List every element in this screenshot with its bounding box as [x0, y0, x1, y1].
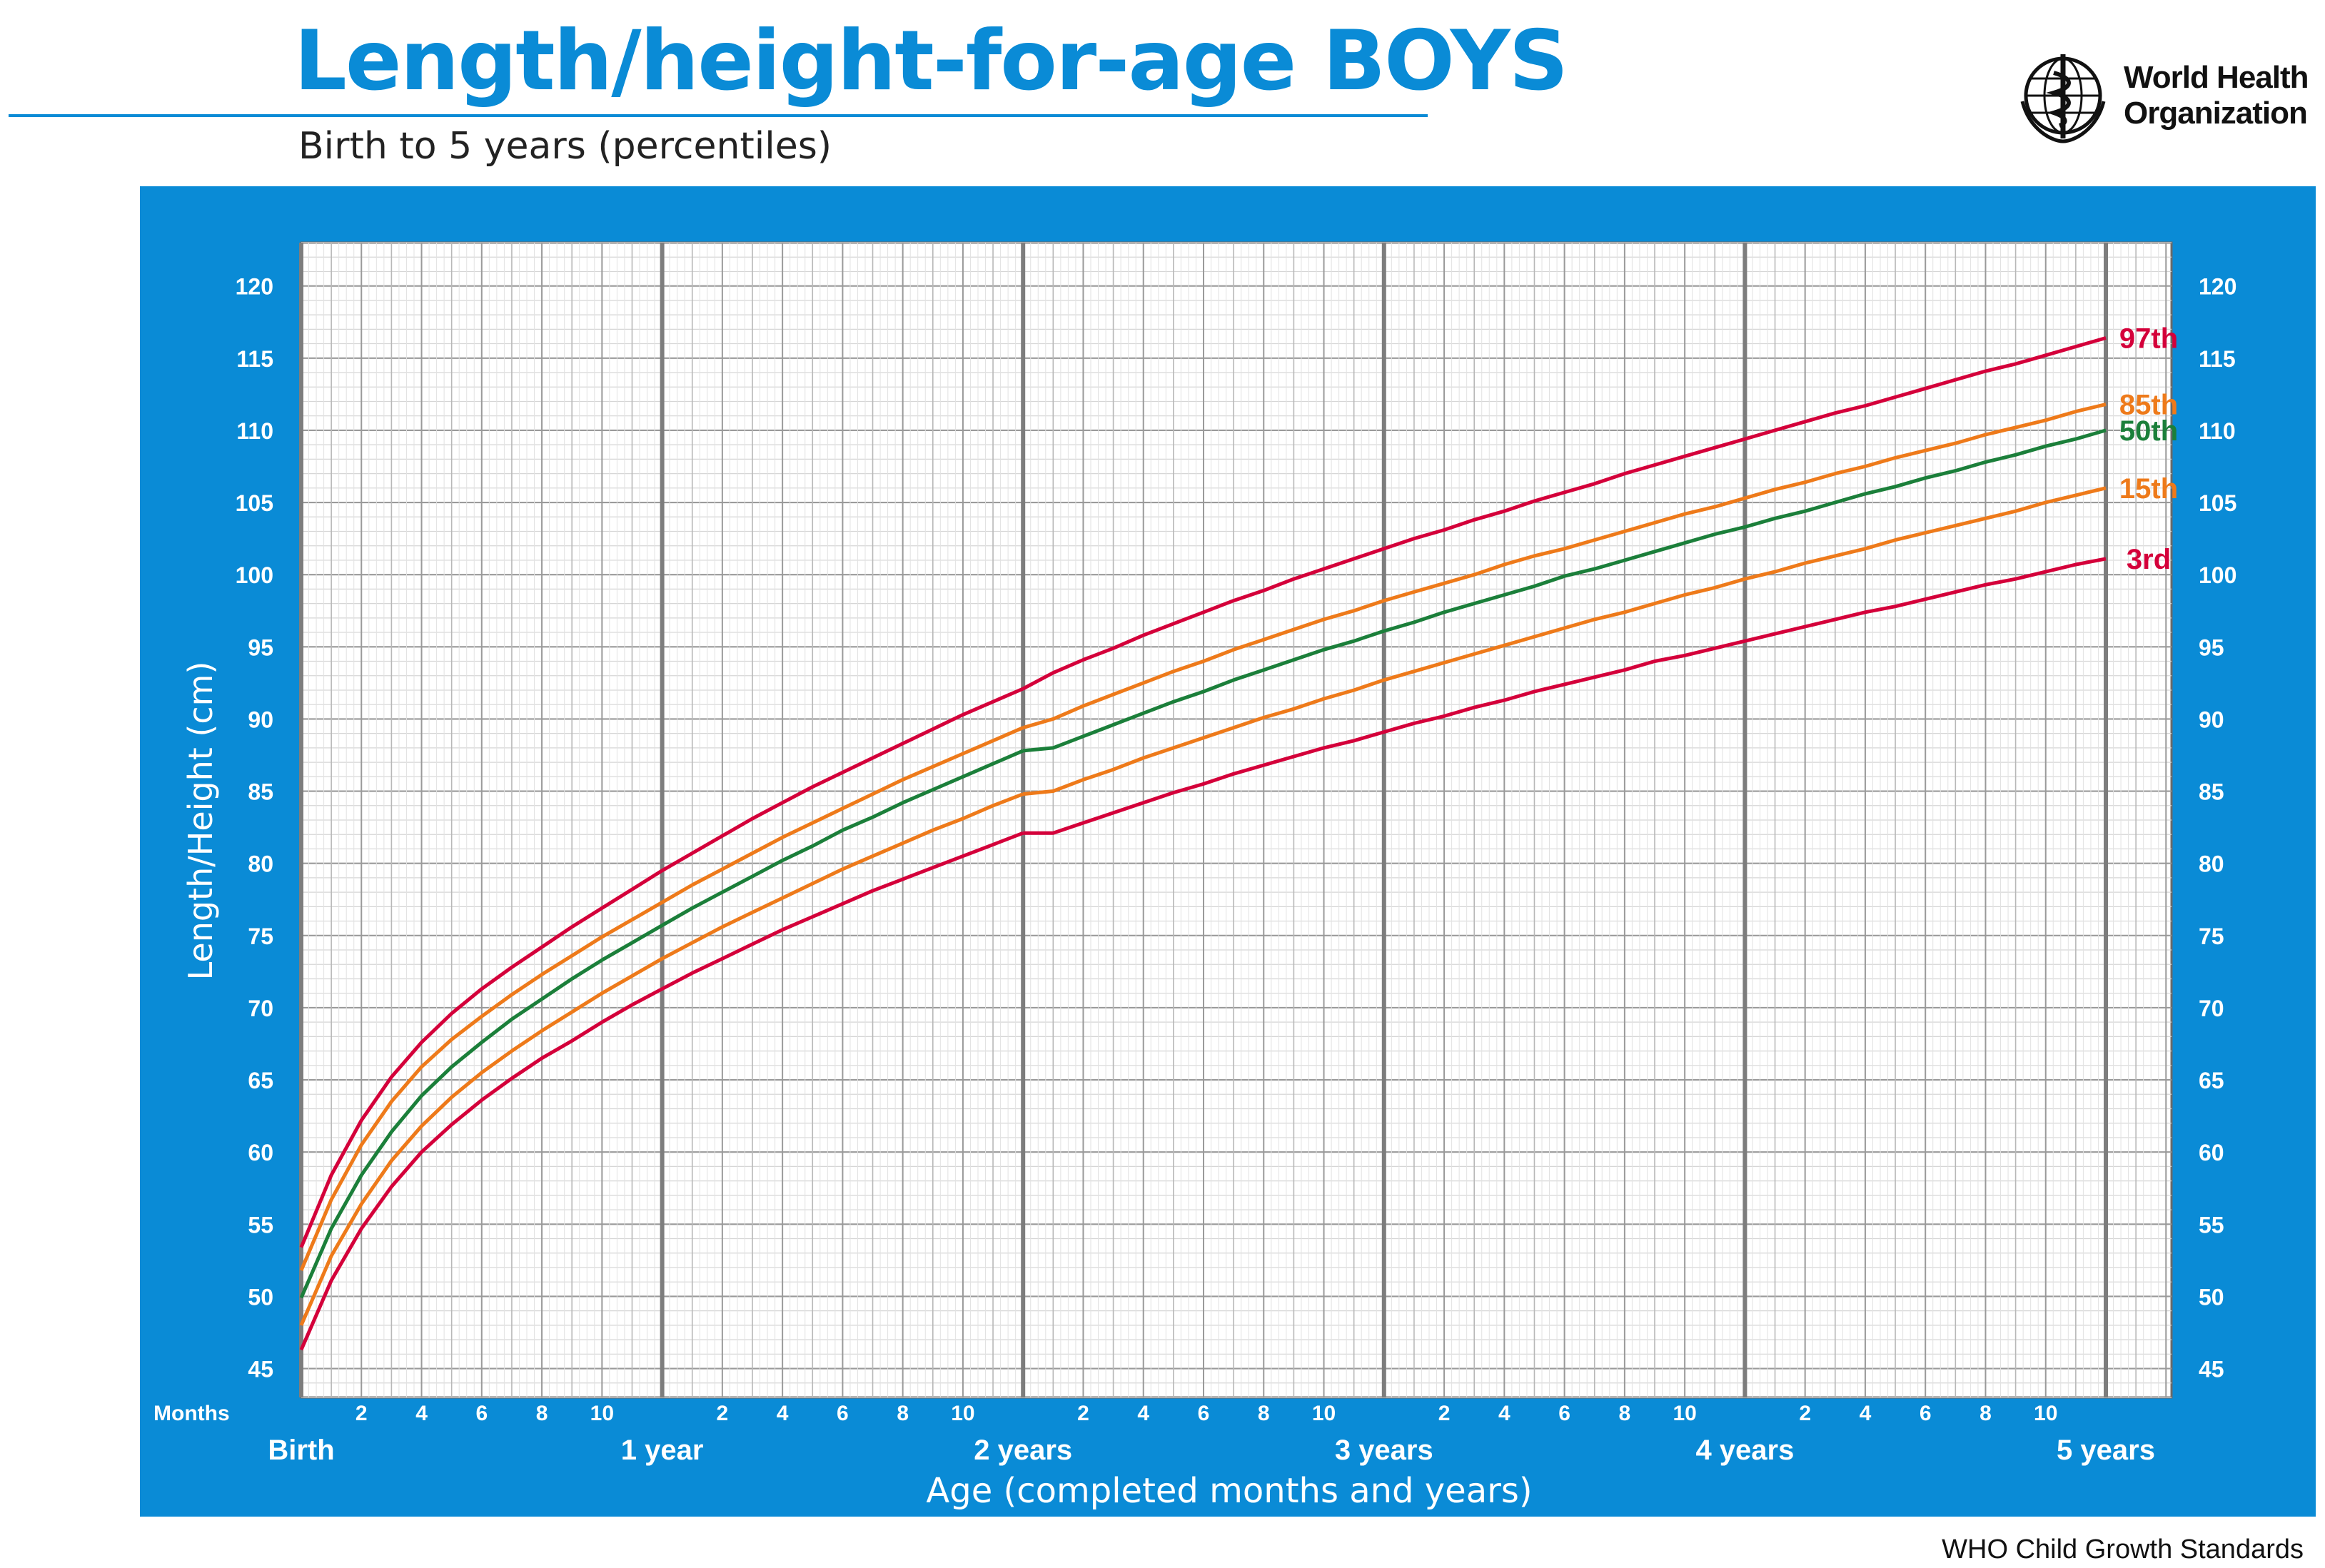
- chart-axes: 45 45 50 50 55 55 60 60 65 65 70 70 75 75 80 80 85 85 90 90…: [153, 274, 2236, 1511]
- y-tick-label-left: 45: [248, 1357, 273, 1382]
- y-tick-label-right: 105: [2199, 490, 2236, 516]
- y-tick-label-right: 120: [2199, 274, 2236, 300]
- percentile-line-85th-height: [1022, 403, 2107, 730]
- x-month-tick-label: 8: [536, 1402, 548, 1425]
- who-emblem-icon: [2020, 54, 2106, 143]
- y-tick-label-right: 110: [2199, 418, 2236, 444]
- y-tick-label-left: 95: [248, 634, 273, 660]
- x-month-tick-label: 4: [1860, 1402, 1872, 1425]
- y-axis-label: Length/Height (cm): [181, 662, 220, 981]
- y-tick-label-left: 105: [236, 490, 273, 516]
- x-month-tick-label: 2: [1438, 1402, 1451, 1425]
- x-month-tick-label: 10: [590, 1402, 614, 1425]
- y-tick-label-left: 70: [248, 996, 273, 1021]
- y-tick-label-right: 90: [2199, 707, 2224, 732]
- x-month-tick-label: 6: [1198, 1402, 1210, 1425]
- who-logo: World Health Organization: [2017, 51, 2316, 151]
- x-year-label: 5 years: [2057, 1435, 2155, 1466]
- percentile-line-50th-length: [299, 749, 1024, 1299]
- y-tick-label-right: 60: [2199, 1140, 2224, 1165]
- y-tick-label-left: 80: [248, 851, 273, 877]
- x-month-tick-label: 4: [777, 1402, 789, 1425]
- x-month-tick-label: 8: [1258, 1402, 1270, 1425]
- x-month-tick-label: 2: [717, 1402, 729, 1425]
- title-divider: [9, 114, 1428, 117]
- x-year-label: 4 years: [1695, 1435, 1794, 1466]
- organization-name: World Health Organization: [2124, 60, 2309, 131]
- x-month-tick-label: 6: [1558, 1402, 1570, 1425]
- y-tick-label-left: 90: [248, 707, 273, 732]
- x-month-tick-label: 6: [475, 1402, 488, 1425]
- percentile-line-3rd-height: [1023, 557, 2107, 835]
- percentile-line-50th-height: [1022, 428, 2107, 753]
- percentile-line-3rd-length: [299, 831, 1024, 1351]
- footer-credit: WHO Child Growth Standards: [1942, 1534, 2304, 1564]
- series-label-97th: 97th: [2119, 323, 2178, 354]
- chart-series: [299, 336, 2107, 1351]
- y-tick-label-right: 75: [2199, 924, 2224, 949]
- y-tick-label-left: 50: [248, 1284, 273, 1310]
- series-label-3rd: 3rd: [2127, 544, 2171, 575]
- y-tick-label-left: 60: [248, 1140, 273, 1165]
- x-month-tick-label: 10: [951, 1402, 974, 1425]
- page-title: Length/height-for-age BOYS: [294, 13, 1568, 109]
- page-subtitle: Birth to 5 years (percentiles): [298, 125, 832, 168]
- y-tick-label-left: 55: [248, 1212, 273, 1238]
- x-month-tick-label: 10: [2034, 1402, 2057, 1425]
- x-year-label: 3 years: [1335, 1435, 1433, 1466]
- percentile-line-97th-height: [1022, 336, 2107, 691]
- percentile-line-85th-length: [299, 726, 1024, 1271]
- y-tick-label-left: 85: [248, 779, 273, 805]
- organization-name-line1: World Health: [2124, 60, 2309, 95]
- x-month-tick-label: 2: [1077, 1402, 1089, 1425]
- y-tick-label-right: 55: [2199, 1212, 2224, 1238]
- percentile-line-15th-height: [1022, 486, 2107, 796]
- x-year-label: 1 year: [621, 1435, 704, 1466]
- x-month-tick-label: 6: [1920, 1402, 1932, 1425]
- x-month-tick-label: 4: [415, 1402, 428, 1425]
- x-month-tick-label: 10: [1312, 1402, 1336, 1425]
- x-month-tick-label: 8: [897, 1402, 909, 1425]
- y-tick-label-right: 85: [2199, 779, 2224, 805]
- x-year-label: 2 years: [974, 1435, 1072, 1466]
- x-axis-label: Age (completed months and years): [926, 1471, 1532, 1511]
- y-tick-label-left: 65: [248, 1068, 273, 1093]
- x-month-tick-label: 10: [1673, 1402, 1696, 1425]
- chart-grid: [299, 241, 2173, 1399]
- y-tick-label-right: 80: [2199, 851, 2224, 877]
- y-tick-label-right: 95: [2199, 634, 2224, 660]
- x-month-tick-label: 4: [1137, 1402, 1149, 1425]
- series-label-15th: 15th: [2119, 473, 2178, 505]
- x-month-tick-label: 2: [1799, 1402, 1811, 1425]
- y-tick-label-left: 120: [236, 274, 273, 300]
- percentile-line-97th-length: [299, 687, 1024, 1248]
- percentile-line-15th-length: [299, 792, 1024, 1326]
- x-month-tick-label: 4: [1498, 1402, 1511, 1425]
- y-tick-label-right: 65: [2199, 1068, 2224, 1093]
- x-months-label: Months: [153, 1402, 230, 1425]
- y-tick-label-left: 110: [236, 418, 273, 444]
- y-tick-label-right: 115: [2199, 346, 2236, 372]
- x-month-tick-label: 6: [837, 1402, 849, 1425]
- y-tick-label-right: 45: [2199, 1357, 2224, 1382]
- y-tick-label-left: 115: [236, 346, 273, 372]
- series-label-50th: 50th: [2119, 415, 2178, 447]
- x-month-tick-label: 8: [1979, 1402, 1992, 1425]
- y-tick-label-right: 100: [2199, 562, 2236, 588]
- x-month-tick-label: 8: [1619, 1402, 1631, 1425]
- series-label-85th: 85th: [2119, 390, 2178, 421]
- organization-name-line2: Organization: [2124, 96, 2308, 131]
- x-year-label: Birth: [268, 1435, 334, 1466]
- y-tick-label-right: 50: [2199, 1284, 2224, 1310]
- x-month-tick-label: 2: [355, 1402, 368, 1425]
- y-tick-label-left: 75: [248, 924, 273, 949]
- y-tick-label-left: 100: [236, 562, 273, 588]
- y-tick-label-right: 70: [2199, 996, 2224, 1021]
